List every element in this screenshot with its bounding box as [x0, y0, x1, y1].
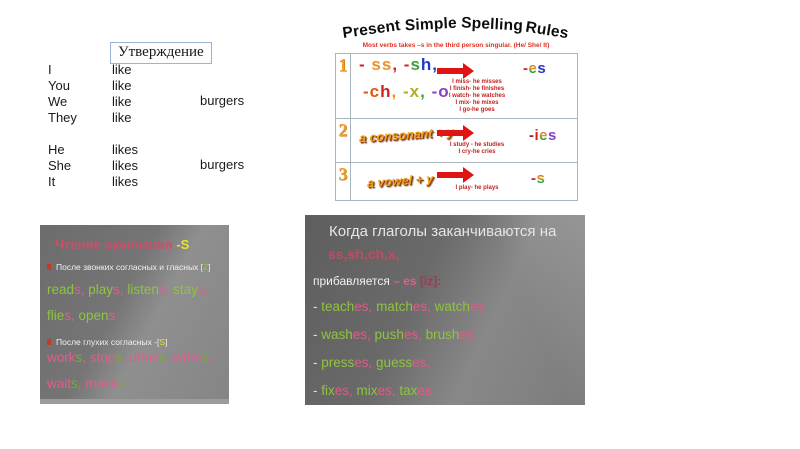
rule-row-2: 2 a consonant + y I study - he studies I… [336, 119, 577, 163]
title-word: Rules [524, 18, 571, 43]
word-list: teaches, matches, watches [321, 299, 485, 314]
verb: likes [112, 174, 139, 189]
verb: likes [112, 158, 139, 173]
rule-number: 2 [336, 119, 351, 162]
object-word: burgers [200, 93, 245, 108]
rule-number: 3 [336, 163, 351, 200]
adds-suffix: – es [393, 274, 420, 288]
verb: like [112, 78, 132, 93]
example-line: I play- he plays [455, 185, 499, 191]
word-list: washes, pushes, brushes [321, 327, 474, 342]
list-dash: - [313, 383, 322, 398]
rule-ending: -ies [529, 127, 557, 144]
affirmation-row: We like [48, 94, 132, 110]
voiceless-rule-line: После глухих согласных -[S] [47, 337, 167, 347]
title-word: Present [341, 17, 402, 42]
adds-label: прибавляется [313, 274, 394, 288]
rule-ending: -s [531, 170, 546, 187]
rule-examples: I study - he studies I cry-he cries [407, 142, 547, 156]
pronoun: He [48, 142, 65, 157]
rule-row-3: 3 a vowel + y I play- he plays -s [336, 163, 577, 200]
pronoun: You [48, 78, 70, 93]
affirmation-row: He likes [48, 142, 138, 158]
title-word: Simple [404, 14, 457, 35]
bullet-icon [47, 264, 51, 270]
red-arrow-icon [437, 167, 475, 183]
rule-row-1: 1 - ss, -sh, -ch, -x, -o I miss- he miss… [336, 54, 577, 119]
list-dash: - [313, 355, 322, 370]
word-list-line: reads, plays, listens, stays, [47, 282, 209, 297]
pronoun: It [48, 174, 56, 189]
title-word: Spelling [460, 14, 524, 35]
adds-line: прибавляется – es [iz]: [313, 274, 441, 288]
word-list-line: works, stops, drinks, writes, [47, 350, 213, 365]
pronoun: I [48, 62, 52, 77]
rule-examples: I miss- he misses I finish- he finishes … [407, 79, 547, 114]
example-line: I go-he goes [459, 107, 495, 113]
es-word-line: - washes, pushes, brushes [313, 327, 474, 342]
pronoun: She [48, 158, 72, 173]
es-word-line: - teaches, matches, watches [313, 299, 484, 314]
affirmation-header: Утверждение [110, 42, 212, 64]
affirmation-row: You like [48, 78, 132, 94]
reading-endings-panel: Чтение окончания -S После звонких соглас… [40, 225, 229, 404]
voiced-rule-line: После звонких согласных и гласных [Z] [47, 262, 211, 272]
rule-cell: a vowel + y I play- he plays -s [351, 163, 577, 200]
rule-ending: -es [523, 60, 547, 77]
es-word-line: - fixes, mixes, taxes [313, 383, 432, 398]
affirmation-row: It likes [48, 174, 138, 190]
word-list: presses, guesses, [321, 355, 431, 370]
chart-title: Present Simple Spelling Rules [330, 14, 582, 42]
adds-phoneme: [iz]: [419, 274, 442, 288]
example-line: I cry-he cries [458, 149, 496, 155]
red-arrow-icon [437, 63, 475, 79]
word-list: fixes, mixes, taxes [321, 383, 432, 398]
phoneme-z: [Z] [200, 262, 211, 272]
es-word-line: - presses, guesses, [313, 355, 430, 370]
pronoun: We [48, 94, 68, 109]
rule-cell: - ss, -sh, -ch, -x, -o I miss- he misses… [351, 54, 577, 118]
verb: like [112, 94, 132, 109]
example-line: I watch- he watches [448, 93, 506, 99]
spelling-rules-chart: Present Simple Spelling Rules Most verbs ta… [330, 12, 582, 204]
panel-title: Чтение окончания -S [55, 237, 189, 252]
rule-text-line1: - ss, -sh, [359, 55, 439, 74]
list-dash: - [313, 299, 322, 314]
rules-table: 1 - ss, -sh, -ch, -x, -o I miss- he miss… [335, 53, 578, 201]
rule-examples: I play- he plays [407, 185, 547, 192]
panel-title-main: Чтение окончания [55, 237, 173, 252]
phoneme-s: -[S] [154, 337, 168, 347]
rule-number: 1 [336, 54, 351, 118]
rule-text-line2: -ch, -x, -o [363, 82, 450, 101]
example-line: I study - he studies [449, 142, 505, 148]
verb: like [112, 62, 132, 77]
verb: likes [112, 142, 139, 157]
panel-title-suffix: -S [172, 237, 190, 252]
rule-text: После глухих согласных [56, 337, 155, 347]
rule-cell: a consonant + y I study - he studies I c… [351, 119, 577, 162]
rule-text: После звонких согласных и гласных [56, 262, 201, 272]
red-arrow-icon [437, 125, 475, 141]
pronoun: They [48, 110, 77, 125]
word-list-line: flies, opens [47, 308, 116, 323]
example-line: I miss- he misses [452, 79, 502, 85]
list-dash: - [313, 327, 322, 342]
example-line: I finish- he finishes [449, 86, 505, 92]
affirmation-singular-block: He likes She likes It likes [48, 142, 138, 190]
example-line: I mix- he mixes [455, 100, 499, 106]
es-ending-panel: Когда глаголы заканчиваются на ss,sh,ch,… [305, 215, 585, 405]
chart-subtitle: Most verbs takes –s in the third person … [362, 42, 550, 49]
bullet-icon [47, 339, 51, 345]
affirmation-row: They like [48, 110, 132, 126]
object-word: burgers [200, 157, 245, 172]
affirmation-row: She likes [48, 158, 138, 174]
verb: like [112, 110, 132, 125]
panel-title-line2: ss,sh,ch,x, [328, 246, 400, 262]
panel-title-line1: Когда глаголы заканчиваются на [329, 223, 557, 240]
word-list-line: waits, makes [47, 376, 126, 391]
